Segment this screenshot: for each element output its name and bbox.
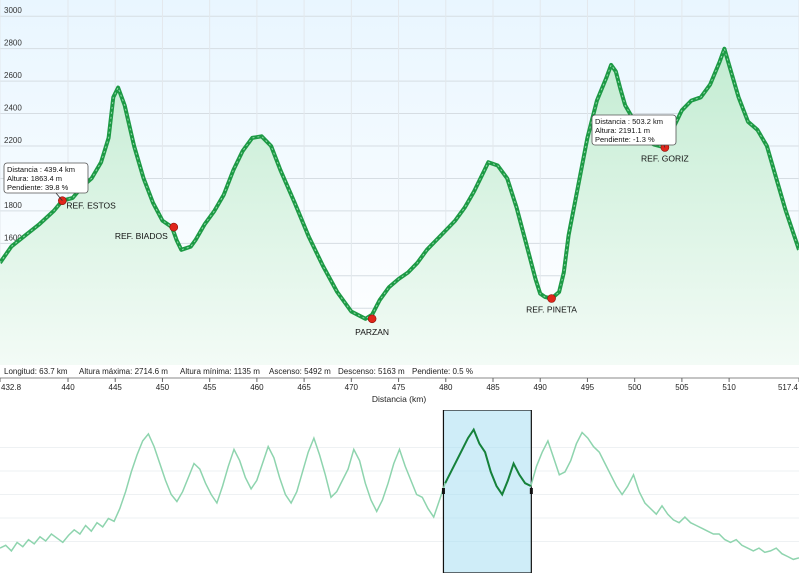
x-tick-label: 510 xyxy=(722,383,736,392)
stat-altura-maxima: Altura máxima: 2714.6 m xyxy=(79,367,168,376)
x-tick-label: 485 xyxy=(486,383,500,392)
x-tick-label: 490 xyxy=(534,383,548,392)
overview-profile-line xyxy=(0,428,799,561)
x-tick-label: 470 xyxy=(345,383,359,392)
stat-altura-minima: Altura mínima: 1135 m xyxy=(180,367,260,376)
x-axis-title: Distancia (km) xyxy=(372,394,426,404)
x-tick-label: 505 xyxy=(675,383,689,392)
stat-ascenso: Ascenso: 5492 m xyxy=(269,367,331,376)
tooltip-connector xyxy=(55,192,63,201)
waypoint-label: REF. ESTOS xyxy=(66,201,116,211)
tooltip-connector xyxy=(663,144,666,148)
overview-navigator-chart[interactable] xyxy=(0,410,799,573)
waypoint-label: REF. BIADOS xyxy=(115,231,168,241)
tooltip-line: Altura: 2191.1 m xyxy=(595,126,650,135)
waypoint-marker[interactable] xyxy=(169,222,179,232)
x-tick-label: 495 xyxy=(581,383,595,392)
waypoint-label: PARZAN xyxy=(355,327,389,337)
overview-selection-handle[interactable] xyxy=(441,488,445,494)
x-tick-label: 460 xyxy=(250,383,264,392)
stat-pendiente: Pendiente: 0.5 % xyxy=(412,367,473,376)
waypoint-marker[interactable] xyxy=(367,314,377,324)
overview-selection-handles[interactable] xyxy=(441,488,533,494)
y-tick-label: 2800 xyxy=(4,39,22,48)
stat-descenso: Descenso: 5163 m xyxy=(338,367,405,376)
y-tick-label: 2400 xyxy=(4,104,22,113)
waypoint-label: REF. PINETA xyxy=(526,304,577,314)
overview-selection-handle[interactable] xyxy=(529,488,533,494)
overview-grid-lines xyxy=(0,447,799,542)
x-tick-label: 517.4 xyxy=(778,383,799,392)
x-tick-label: 432.8 xyxy=(1,383,22,392)
x-tick-label: 465 xyxy=(297,383,311,392)
x-tick-label: 445 xyxy=(109,383,123,392)
tooltip-line: Distancia : 439.4 km xyxy=(7,165,75,174)
y-tick-label: 2600 xyxy=(4,71,22,80)
stats-bar-background xyxy=(0,365,799,377)
tooltip-box xyxy=(3,162,89,194)
overview-background xyxy=(0,410,799,573)
tooltip-line: Altura: 1863.4 m xyxy=(7,174,62,183)
elevation-line-highlight xyxy=(0,47,799,320)
x-tick-label: 480 xyxy=(439,383,453,392)
tooltip-line: Distancia : 503.2 km xyxy=(595,117,663,126)
waypoint-marker[interactable] xyxy=(547,294,556,303)
tooltip-line: Pendiente: 39.8 % xyxy=(7,183,69,192)
x-tick-label: 450 xyxy=(156,383,170,392)
overview-selected-profile-line xyxy=(444,427,532,497)
x-tick-label: 440 xyxy=(61,383,75,392)
tooltip-line: Pendiente: -1.3 % xyxy=(595,135,655,144)
x-tick-label: 475 xyxy=(392,383,406,392)
elevation-profile-chart[interactable]: 1000120014001600180020002200240026002800… xyxy=(0,0,799,410)
waypoints-layer: REF. ESTOS REF. BIADOS PARZAN REF. PINETA RE… xyxy=(58,143,689,337)
y-tick-label: 3000 xyxy=(4,6,22,15)
stat-longitud: Longitud: 63.7 km xyxy=(4,367,68,376)
tooltip-box xyxy=(591,114,677,146)
y-tick-label: 1800 xyxy=(4,201,22,210)
overview-selection-window[interactable] xyxy=(442,410,532,573)
x-tick-label: 500 xyxy=(628,383,642,392)
waypoint-label: REF. GORIZ xyxy=(641,153,689,163)
y-tick-label: 1600 xyxy=(4,233,22,242)
x-tick-label: 455 xyxy=(203,383,217,392)
x-axis-ticks: 432.8 440 445 450 455 460 465 470 475 480 485 490 49… xyxy=(0,378,799,392)
y-tick-label: 2200 xyxy=(4,136,22,145)
